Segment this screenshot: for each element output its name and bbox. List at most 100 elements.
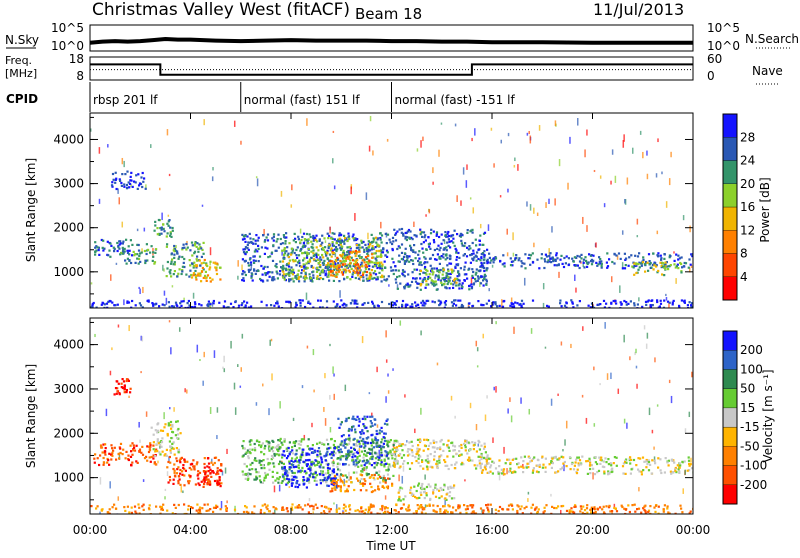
scatter-cell — [289, 486, 291, 488]
echo-cell — [250, 264, 252, 266]
echo-cell — [376, 430, 378, 432]
scatter-cell — [325, 240, 327, 243]
scatter-cell — [334, 185, 336, 189]
echo-cell — [681, 511, 683, 513]
scatter-cell — [274, 486, 276, 493]
echo-cell — [441, 255, 443, 257]
scatter-cell — [647, 333, 649, 339]
echo-cell — [300, 266, 302, 268]
echo-cell — [203, 463, 205, 465]
echo-cell — [187, 302, 189, 304]
echo-cell — [625, 473, 627, 475]
echo-cell — [387, 474, 389, 476]
echo-cell — [518, 259, 520, 261]
echo-cell — [127, 455, 129, 457]
echo-cell — [177, 482, 179, 484]
echo-cell — [201, 262, 203, 264]
echo-cell — [465, 446, 467, 448]
echo-cell — [261, 246, 263, 248]
echo-cell — [176, 460, 178, 462]
echo-cell — [423, 508, 425, 510]
echo-cell — [539, 466, 541, 468]
echo-cell — [102, 240, 104, 242]
echo-cell — [688, 456, 690, 458]
echo-cell — [438, 236, 440, 238]
echo-cell — [464, 253, 466, 255]
echo-cell — [360, 240, 362, 242]
echo-cell — [207, 303, 209, 305]
echo-cell — [379, 476, 381, 478]
echo-cell — [355, 419, 357, 421]
scatter-cell — [623, 140, 625, 148]
echo-cell — [368, 448, 370, 450]
echo-cell — [282, 260, 284, 262]
echo-cell — [159, 453, 161, 455]
scatter-cell — [262, 384, 264, 387]
beam-label: Beam 18 — [355, 5, 422, 23]
scatter-cell — [636, 384, 638, 389]
echo-cell — [181, 270, 183, 272]
echo-cell — [530, 254, 532, 256]
echo-cell — [416, 277, 418, 279]
echo-cell — [208, 470, 210, 472]
echo-cell — [207, 483, 209, 485]
echo-cell — [330, 274, 332, 276]
echo-cell — [203, 253, 205, 255]
echo-cell — [633, 459, 635, 461]
echo-cell — [307, 459, 309, 461]
echo-cell — [289, 260, 291, 262]
echo-cell — [498, 510, 500, 512]
echo-cell — [336, 473, 338, 475]
echo-cell — [173, 306, 175, 308]
echo-cell — [291, 475, 293, 477]
echo-cell — [482, 304, 484, 306]
echo-cell — [427, 461, 429, 463]
echo-cell — [565, 262, 567, 264]
echo-cell — [688, 267, 690, 269]
echo-cell — [472, 271, 474, 273]
echo-cell — [667, 265, 669, 267]
echo-cell — [212, 464, 214, 466]
echo-cell — [501, 469, 503, 471]
echo-cell — [635, 272, 637, 274]
echo-cell — [95, 250, 97, 252]
echo-cell — [363, 467, 365, 469]
echo-cell — [384, 440, 386, 442]
echo-cell — [390, 270, 392, 272]
echo-cell — [207, 274, 209, 276]
echo-cell — [289, 279, 291, 281]
echo-cell — [204, 457, 206, 459]
echo-cell — [333, 280, 335, 282]
echo-cell — [344, 447, 346, 449]
echo-cell — [422, 304, 424, 306]
scatter-cell — [202, 381, 204, 386]
echo-cell — [469, 449, 471, 451]
echo-cell — [472, 258, 474, 260]
echo-cell — [247, 262, 249, 264]
echo-cell — [217, 470, 219, 472]
echo-cell — [452, 506, 454, 508]
echo-cell — [177, 433, 179, 435]
echo-cell — [342, 263, 344, 265]
echo-cell — [212, 511, 214, 513]
echo-cell — [471, 460, 473, 462]
echo-cell — [136, 253, 138, 255]
echo-cell — [449, 258, 451, 260]
scatter-cell — [293, 418, 295, 421]
echo-cell — [630, 473, 632, 475]
y-tick-label: 2000 — [53, 221, 84, 235]
echo-cell — [274, 480, 276, 482]
echo-cell — [355, 471, 357, 473]
echo-cell — [483, 250, 485, 252]
colorbar-swatch — [723, 114, 737, 137]
echo-cell — [450, 511, 452, 513]
echo-cell — [454, 245, 456, 247]
echo-cell — [161, 441, 163, 443]
echo-cell — [439, 446, 441, 448]
echo-cell — [173, 448, 175, 450]
echo-cell — [192, 459, 194, 461]
echo-cell — [436, 259, 438, 261]
echo-cell — [167, 232, 169, 234]
echo-cell — [477, 275, 479, 277]
echo-cell — [589, 509, 591, 511]
